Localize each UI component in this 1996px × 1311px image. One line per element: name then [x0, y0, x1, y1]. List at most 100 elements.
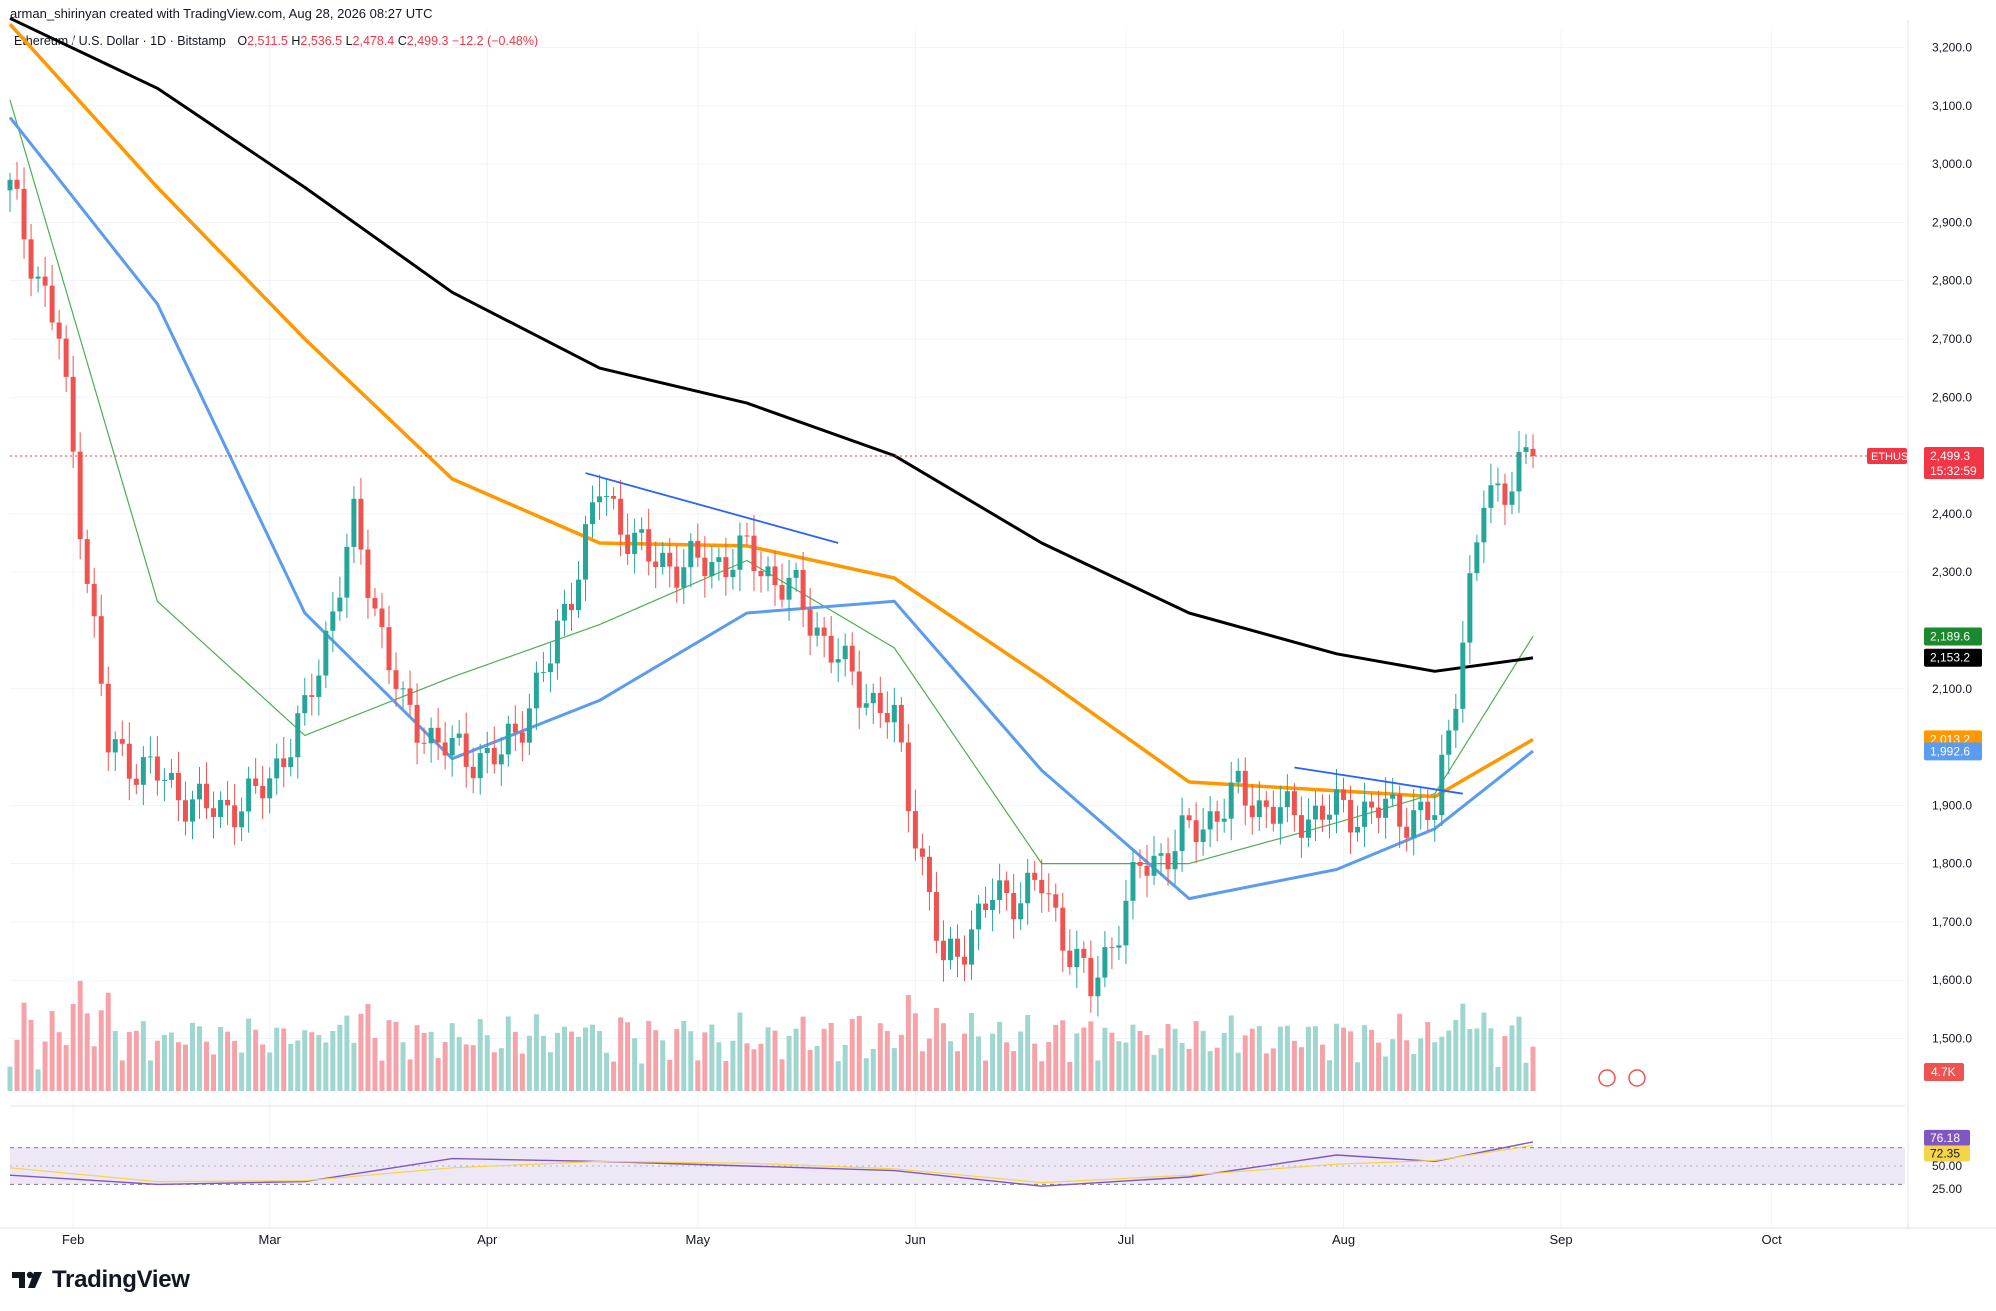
- volume-bar: [807, 1049, 813, 1091]
- candle-body: [442, 742, 448, 756]
- volume-bar: [632, 1038, 638, 1091]
- ma-value-label: 2,189.6: [1930, 630, 1970, 644]
- candle-body: [1004, 880, 1010, 894]
- tradingview-brand: TradingView: [52, 1266, 190, 1293]
- volume-bar: [7, 1066, 13, 1091]
- tradingview-logo[interactable]: TradingView: [12, 1266, 190, 1294]
- candle-body: [49, 285, 55, 323]
- candle-body: [1467, 573, 1473, 643]
- volume-bar: [1151, 1054, 1157, 1091]
- volume-bar: [1425, 1022, 1431, 1091]
- volume-bar: [519, 1053, 525, 1091]
- candle-body: [1523, 447, 1529, 452]
- volume-bar: [1074, 1033, 1080, 1091]
- volume-bar: [1081, 1027, 1087, 1091]
- volume-tag: [1924, 1063, 1964, 1081]
- time-tick-label: Oct: [1762, 1232, 1783, 1247]
- volume-bar: [695, 1060, 701, 1091]
- candle-body: [154, 756, 160, 781]
- volume-bar: [1207, 1051, 1213, 1091]
- candle-body: [955, 938, 960, 957]
- volume-bar: [1004, 1042, 1010, 1091]
- volume-bar: [625, 1022, 631, 1091]
- candle-body: [997, 880, 1003, 900]
- volume-bar: [1102, 1027, 1108, 1091]
- chart-attribution: arman_shirinyan created with TradingView…: [10, 6, 433, 21]
- volume-bar: [1039, 1061, 1045, 1091]
- candle-body: [1305, 819, 1311, 838]
- ma-value-tag: [1924, 648, 1982, 667]
- volume-bar: [1495, 1067, 1501, 1091]
- candle-body: [330, 611, 336, 631]
- volume-bar: [28, 1019, 34, 1091]
- candle-body: [414, 704, 420, 743]
- candle-body: [695, 540, 701, 558]
- candle-body: [681, 567, 687, 588]
- volume-bar: [976, 1036, 982, 1091]
- volume-bar: [547, 1052, 553, 1091]
- volume-bar: [997, 1021, 1003, 1091]
- volume-bar: [1067, 1061, 1073, 1091]
- candle-body: [1235, 770, 1241, 783]
- candle-body: [1263, 800, 1269, 807]
- candle-body: [225, 799, 231, 806]
- candle-body: [1165, 853, 1171, 870]
- rsi-tick-label: 50.00: [1932, 1159, 1962, 1173]
- candle-body: [597, 496, 603, 503]
- volume-bar: [1018, 1031, 1024, 1091]
- volume-bar: [1523, 1062, 1529, 1091]
- candle-body: [1404, 826, 1410, 838]
- candle-body: [744, 535, 750, 537]
- price-tick-label: 1,600.0: [1932, 973, 1972, 987]
- volume-bar: [1095, 1060, 1101, 1091]
- volume-bar: [1193, 1021, 1199, 1091]
- price-tick-label: 2,300.0: [1932, 565, 1972, 579]
- time-tick-label: Apr: [477, 1232, 498, 1247]
- event-flag-icon: [1628, 1069, 1646, 1087]
- candle-body: [926, 856, 932, 893]
- candle-body: [1298, 815, 1304, 838]
- candle-body: [990, 899, 996, 911]
- volume-bar: [274, 1027, 280, 1091]
- candle-body: [835, 659, 841, 663]
- volume-bar: [1453, 1020, 1459, 1091]
- volume-bar: [1088, 1021, 1094, 1091]
- volume-bar: [414, 1025, 420, 1091]
- volume-bar: [765, 1027, 771, 1091]
- volume-bar: [877, 1023, 883, 1091]
- volume-bar: [1053, 1025, 1059, 1091]
- candle-body: [1256, 800, 1262, 818]
- candle-body: [604, 496, 610, 498]
- candle-body: [561, 603, 567, 621]
- candle-body: [940, 940, 946, 961]
- candle-body: [505, 723, 511, 755]
- price-tick-label: 2,400.0: [1932, 507, 1972, 521]
- candle-body: [1172, 851, 1178, 870]
- candle-body: [702, 557, 708, 577]
- volume-bar: [955, 1051, 960, 1091]
- volume-bar: [1474, 1028, 1480, 1091]
- volume-bar: [919, 1051, 925, 1091]
- volume-bar: [330, 1030, 336, 1091]
- symbol-legend[interactable]: Ethereum / U.S. Dollar · 1D · Bitstamp O…: [14, 34, 538, 48]
- volume-bar: [1362, 1025, 1368, 1091]
- candle-body: [1369, 801, 1375, 808]
- volume-bar: [1348, 1031, 1354, 1091]
- volume-bar: [288, 1043, 294, 1091]
- volume-bar: [21, 1002, 27, 1091]
- trendline-july: [1294, 766, 1463, 795]
- candle-body: [905, 742, 911, 812]
- candle-body: [1383, 798, 1389, 818]
- candle-body: [639, 529, 645, 533]
- ma-long-line: [8, 23, 1534, 799]
- candle-body: [1411, 810, 1417, 838]
- candle-body: [1397, 794, 1403, 827]
- volume-bar: [681, 1020, 687, 1091]
- candle-body: [98, 616, 104, 684]
- volume-bar: [98, 1010, 104, 1091]
- volume-bar: [1291, 1040, 1297, 1091]
- symbol-tag: [1867, 447, 1907, 464]
- volume-bar: [793, 1028, 799, 1091]
- volume-bar: [302, 1030, 308, 1091]
